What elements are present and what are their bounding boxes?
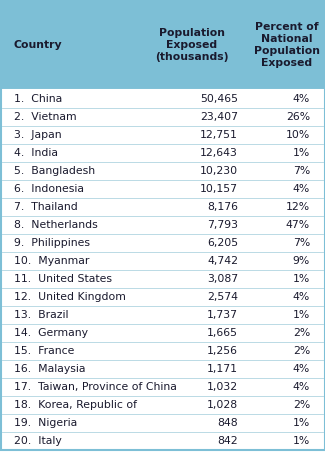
- Text: 16.  Malaysia: 16. Malaysia: [14, 364, 85, 374]
- Bar: [0, 270, 325, 288]
- Text: 8,176: 8,176: [207, 202, 238, 212]
- Text: 12.  United Kingdom: 12. United Kingdom: [14, 292, 126, 302]
- Text: 10.  Myanmar: 10. Myanmar: [14, 256, 89, 266]
- Text: 2,574: 2,574: [207, 292, 238, 302]
- Bar: [0, 432, 325, 450]
- Text: 12%: 12%: [286, 202, 310, 212]
- Text: 1,032: 1,032: [207, 382, 238, 392]
- Text: Percent of
National
Population
Exposed: Percent of National Population Exposed: [254, 22, 320, 68]
- Text: 2%: 2%: [293, 400, 310, 410]
- Text: 11.  United States: 11. United States: [14, 274, 112, 284]
- Text: 9%: 9%: [293, 256, 310, 266]
- Bar: [0, 252, 325, 270]
- Text: 7,793: 7,793: [207, 220, 238, 230]
- Text: 1,665: 1,665: [207, 328, 238, 338]
- Text: 848: 848: [217, 418, 238, 428]
- Bar: [0, 162, 325, 180]
- Text: 20.  Italy: 20. Italy: [14, 436, 62, 446]
- Text: 47%: 47%: [286, 220, 310, 230]
- Text: 8.  Netherlands: 8. Netherlands: [14, 220, 98, 230]
- Bar: [0, 342, 325, 360]
- Text: 19.  Nigeria: 19. Nigeria: [14, 418, 77, 428]
- Bar: [0, 306, 325, 324]
- Bar: [0, 0, 325, 90]
- Text: 2%: 2%: [293, 346, 310, 356]
- Text: 17.  Taiwan, Province of China: 17. Taiwan, Province of China: [14, 382, 177, 392]
- Text: 10%: 10%: [286, 130, 310, 140]
- Text: 9.  Philippines: 9. Philippines: [14, 238, 90, 248]
- Text: 1,256: 1,256: [207, 346, 238, 356]
- Bar: [0, 288, 325, 306]
- Bar: [0, 360, 325, 378]
- Text: 7.  Thailand: 7. Thailand: [14, 202, 78, 212]
- Bar: [0, 126, 325, 144]
- Text: Country: Country: [14, 40, 63, 50]
- Text: 6.  Indonesia: 6. Indonesia: [14, 184, 84, 194]
- Text: 3.  Japan: 3. Japan: [14, 130, 62, 140]
- Bar: [0, 198, 325, 216]
- Text: 1,737: 1,737: [207, 310, 238, 320]
- Bar: [0, 108, 325, 126]
- Bar: [0, 396, 325, 414]
- Text: 842: 842: [217, 436, 238, 446]
- Text: 10,230: 10,230: [200, 166, 238, 176]
- Text: 23,407: 23,407: [200, 112, 238, 122]
- Text: 4,742: 4,742: [207, 256, 238, 266]
- Text: 1,028: 1,028: [207, 400, 238, 410]
- Bar: [0, 414, 325, 432]
- Text: 4%: 4%: [293, 292, 310, 302]
- Text: 4.  India: 4. India: [14, 148, 58, 158]
- Text: 5.  Bangladesh: 5. Bangladesh: [14, 166, 95, 176]
- Text: 50,465: 50,465: [200, 94, 238, 104]
- Text: 26%: 26%: [286, 112, 310, 122]
- Text: 12,643: 12,643: [200, 148, 238, 158]
- Bar: [0, 144, 325, 162]
- Text: 7%: 7%: [293, 238, 310, 248]
- Text: 12,751: 12,751: [200, 130, 238, 140]
- Text: 3,087: 3,087: [207, 274, 238, 284]
- Text: 14.  Germany: 14. Germany: [14, 328, 88, 338]
- Text: 1.  China: 1. China: [14, 94, 62, 104]
- Bar: [0, 234, 325, 252]
- Text: 6,205: 6,205: [207, 238, 238, 248]
- Text: 1%: 1%: [293, 274, 310, 284]
- Text: 4%: 4%: [293, 364, 310, 374]
- Bar: [0, 216, 325, 234]
- Text: 2%: 2%: [293, 328, 310, 338]
- Text: 18.  Korea, Republic of: 18. Korea, Republic of: [14, 400, 137, 410]
- Text: 2.  Vietnam: 2. Vietnam: [14, 112, 77, 122]
- Text: 13.  Brazil: 13. Brazil: [14, 310, 69, 320]
- Text: 1%: 1%: [293, 436, 310, 446]
- Text: 7%: 7%: [293, 166, 310, 176]
- Text: 4%: 4%: [293, 184, 310, 194]
- Text: 1%: 1%: [293, 418, 310, 428]
- Text: 1%: 1%: [293, 148, 310, 158]
- Text: 10,157: 10,157: [200, 184, 238, 194]
- Text: 4%: 4%: [293, 382, 310, 392]
- Text: 4%: 4%: [293, 94, 310, 104]
- Bar: [0, 324, 325, 342]
- Text: 1%: 1%: [293, 310, 310, 320]
- Bar: [0, 90, 325, 108]
- Text: Population
Exposed
(thousands): Population Exposed (thousands): [155, 28, 229, 62]
- Text: 1,171: 1,171: [207, 364, 238, 374]
- Bar: [0, 378, 325, 396]
- Bar: [0, 180, 325, 198]
- Text: 15.  France: 15. France: [14, 346, 74, 356]
